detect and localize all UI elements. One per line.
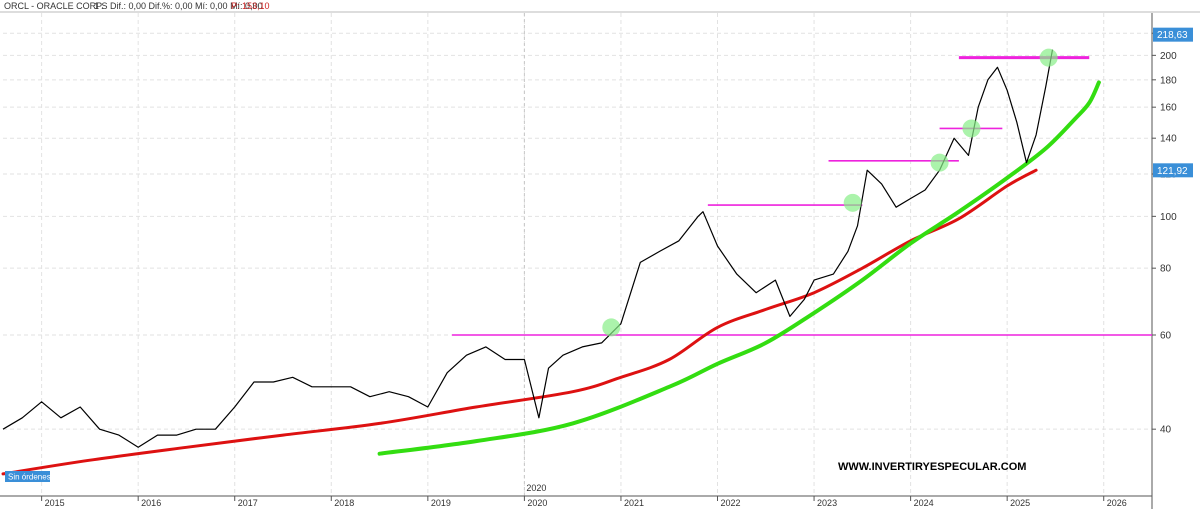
x-tick-label: 2023 (817, 498, 837, 508)
grid-lines (3, 13, 1152, 496)
orders-badge-label: Sin órdenes (8, 473, 51, 482)
x-tick-label: 2017 (238, 498, 258, 508)
x-tick-label: 2024 (914, 498, 934, 508)
x-tick-label: 2026 (1107, 498, 1127, 508)
x-extra-label: 2020 (526, 483, 546, 493)
breakout-marker (930, 153, 949, 172)
parabolic-trend-curve (377, 80, 1101, 456)
price-badge-label: 121,92 (1157, 166, 1188, 177)
watermark: WWW.INVERTIRYESPECULAR.COM (838, 461, 1026, 473)
price-badges: 218,63 121,92 (1153, 27, 1193, 178)
breakout-marker (1039, 48, 1058, 67)
x-tick-label: 2025 (1010, 498, 1030, 508)
breakout-markers (602, 48, 1058, 337)
breakout-marker (843, 193, 862, 212)
y-tick-label: 200 (1160, 51, 1177, 62)
symbol-label: ORCL - ORACLE CORP. (4, 1, 104, 11)
breakout-marker (602, 318, 621, 337)
y-tick-label: 160 (1160, 103, 1177, 114)
price-badge-label: 218,63 (1157, 30, 1188, 41)
y-tick-label: 180 (1160, 75, 1177, 86)
x-tick-label: 2016 (141, 498, 161, 508)
x-tick-label: 2018 (334, 498, 354, 508)
y-tick-label: 140 (1160, 134, 1177, 145)
x-tick-label: 2020 (527, 498, 547, 508)
orders-badge-box (5, 471, 50, 482)
price-badge-box (1153, 27, 1193, 42)
y-tick-label: 100 (1160, 212, 1177, 223)
x-tick-label: 2021 (624, 498, 644, 508)
header-stats: 1 S Dif.: 0,00 Dif.%: 0,00 Mí: 0,00 Mí: … (94, 1, 263, 11)
header-price: P: 153,10 (231, 1, 270, 11)
x-tick-label: 2019 (431, 498, 451, 508)
y-tick-label: 40 (1160, 425, 1172, 436)
price-badge-box (1153, 163, 1193, 178)
breakout-marker (962, 119, 981, 138)
x-tick-label: 2015 (45, 498, 65, 508)
y-tick-label: 80 (1160, 264, 1172, 275)
y-tick-label: 60 (1160, 331, 1172, 342)
x-tick-label: 2022 (721, 498, 741, 508)
